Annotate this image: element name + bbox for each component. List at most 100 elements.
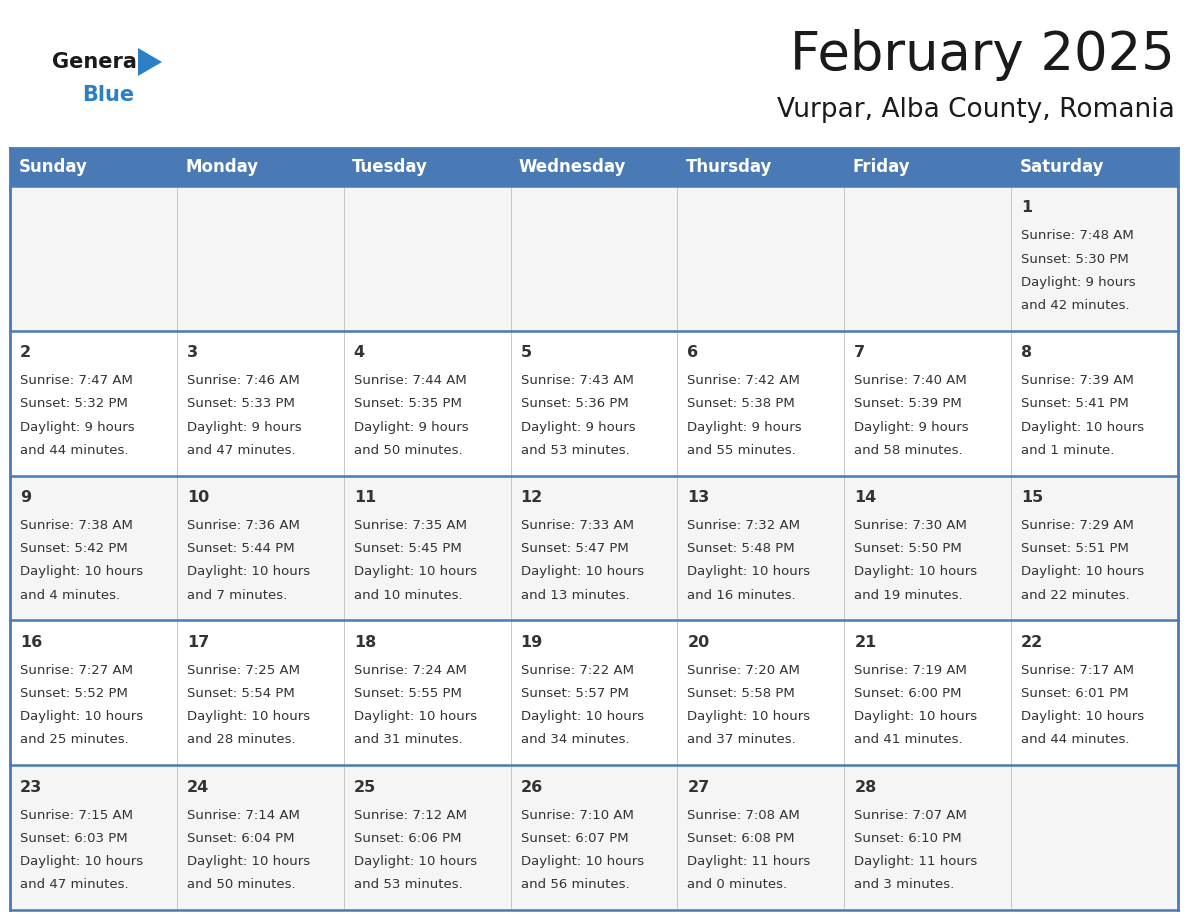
Text: and 44 minutes.: and 44 minutes.: [20, 443, 128, 457]
Text: 21: 21: [854, 635, 877, 650]
Text: and 3 minutes.: and 3 minutes.: [854, 879, 954, 891]
Text: Sunset: 6:08 PM: Sunset: 6:08 PM: [688, 832, 795, 845]
Text: Sunrise: 7:36 AM: Sunrise: 7:36 AM: [187, 519, 299, 532]
Text: Friday: Friday: [853, 158, 910, 176]
Text: Daylight: 10 hours: Daylight: 10 hours: [1022, 565, 1144, 578]
Text: Daylight: 10 hours: Daylight: 10 hours: [1022, 420, 1144, 433]
Text: Daylight: 10 hours: Daylight: 10 hours: [187, 855, 310, 868]
Bar: [177, 330, 343, 476]
Text: 9: 9: [20, 490, 31, 505]
Text: Sunrise: 7:15 AM: Sunrise: 7:15 AM: [20, 809, 133, 822]
Text: and 28 minutes.: and 28 minutes.: [187, 733, 296, 746]
Bar: [845, 766, 1011, 910]
Text: Sunrise: 7:39 AM: Sunrise: 7:39 AM: [1022, 375, 1135, 387]
Text: and 37 minutes.: and 37 minutes.: [688, 733, 796, 746]
Text: General: General: [52, 52, 144, 72]
Text: and 41 minutes.: and 41 minutes.: [854, 733, 963, 746]
Text: Sunrise: 7:07 AM: Sunrise: 7:07 AM: [854, 809, 967, 822]
Bar: [177, 186, 343, 330]
Bar: [511, 621, 677, 766]
Bar: [845, 186, 1011, 330]
Text: and 31 minutes.: and 31 minutes.: [354, 733, 462, 746]
Text: Sunset: 5:55 PM: Sunset: 5:55 PM: [354, 687, 462, 700]
Text: Daylight: 10 hours: Daylight: 10 hours: [187, 565, 310, 578]
Bar: [1011, 766, 1178, 910]
Text: 20: 20: [688, 635, 709, 650]
Text: Sunrise: 7:46 AM: Sunrise: 7:46 AM: [187, 375, 299, 387]
Text: and 4 minutes.: and 4 minutes.: [20, 588, 120, 601]
Bar: [511, 476, 677, 621]
Text: and 34 minutes.: and 34 minutes.: [520, 733, 630, 746]
Text: Daylight: 9 hours: Daylight: 9 hours: [520, 420, 636, 433]
Bar: [677, 766, 845, 910]
Text: 15: 15: [1022, 490, 1043, 505]
Text: Sunset: 5:30 PM: Sunset: 5:30 PM: [1022, 252, 1129, 265]
Text: Daylight: 9 hours: Daylight: 9 hours: [354, 420, 468, 433]
Text: Sunset: 5:38 PM: Sunset: 5:38 PM: [688, 397, 795, 410]
Text: and 22 minutes.: and 22 minutes.: [1022, 588, 1130, 601]
Text: Sunset: 5:36 PM: Sunset: 5:36 PM: [520, 397, 628, 410]
Text: Sunrise: 7:42 AM: Sunrise: 7:42 AM: [688, 375, 801, 387]
Text: Daylight: 10 hours: Daylight: 10 hours: [354, 565, 476, 578]
Text: Sunrise: 7:14 AM: Sunrise: 7:14 AM: [187, 809, 299, 822]
Bar: [511, 330, 677, 476]
Text: Sunset: 5:57 PM: Sunset: 5:57 PM: [520, 687, 628, 700]
Text: Wednesday: Wednesday: [519, 158, 626, 176]
Text: 23: 23: [20, 779, 43, 795]
Text: Sunrise: 7:32 AM: Sunrise: 7:32 AM: [688, 519, 801, 532]
Text: Sunset: 5:39 PM: Sunset: 5:39 PM: [854, 397, 962, 410]
Text: 12: 12: [520, 490, 543, 505]
Text: Monday: Monday: [185, 158, 258, 176]
Text: Tuesday: Tuesday: [352, 158, 428, 176]
Text: and 56 minutes.: and 56 minutes.: [520, 879, 630, 891]
Text: 8: 8: [1022, 345, 1032, 360]
Text: Sunrise: 7:30 AM: Sunrise: 7:30 AM: [854, 519, 967, 532]
Text: Sunset: 6:03 PM: Sunset: 6:03 PM: [20, 832, 127, 845]
Text: Daylight: 9 hours: Daylight: 9 hours: [20, 420, 134, 433]
Text: Sunset: 6:01 PM: Sunset: 6:01 PM: [1022, 687, 1129, 700]
Text: Sunrise: 7:40 AM: Sunrise: 7:40 AM: [854, 375, 967, 387]
Text: Daylight: 10 hours: Daylight: 10 hours: [20, 565, 143, 578]
Bar: [1011, 330, 1178, 476]
Text: February 2025: February 2025: [790, 29, 1175, 81]
Text: Sunrise: 7:38 AM: Sunrise: 7:38 AM: [20, 519, 133, 532]
Text: 27: 27: [688, 779, 709, 795]
Text: and 0 minutes.: and 0 minutes.: [688, 879, 788, 891]
Text: Sunrise: 7:33 AM: Sunrise: 7:33 AM: [520, 519, 633, 532]
Text: Daylight: 9 hours: Daylight: 9 hours: [854, 420, 969, 433]
Text: Sunset: 5:35 PM: Sunset: 5:35 PM: [354, 397, 462, 410]
Text: Blue: Blue: [82, 85, 134, 105]
Bar: [10, 148, 1178, 186]
Text: Sunrise: 7:12 AM: Sunrise: 7:12 AM: [354, 809, 467, 822]
Text: Daylight: 10 hours: Daylight: 10 hours: [354, 711, 476, 723]
Bar: [343, 476, 511, 621]
Text: 24: 24: [187, 779, 209, 795]
Text: Daylight: 11 hours: Daylight: 11 hours: [688, 855, 810, 868]
Text: Sunset: 6:04 PM: Sunset: 6:04 PM: [187, 832, 295, 845]
Bar: [845, 330, 1011, 476]
Text: 26: 26: [520, 779, 543, 795]
Text: Sunrise: 7:47 AM: Sunrise: 7:47 AM: [20, 375, 133, 387]
Text: and 10 minutes.: and 10 minutes.: [354, 588, 462, 601]
Text: and 13 minutes.: and 13 minutes.: [520, 588, 630, 601]
Polygon shape: [138, 48, 162, 76]
Text: 10: 10: [187, 490, 209, 505]
Text: Daylight: 10 hours: Daylight: 10 hours: [187, 711, 310, 723]
Text: Daylight: 10 hours: Daylight: 10 hours: [854, 565, 978, 578]
Text: Sunrise: 7:24 AM: Sunrise: 7:24 AM: [354, 664, 467, 677]
Text: 4: 4: [354, 345, 365, 360]
Text: Sunset: 5:44 PM: Sunset: 5:44 PM: [187, 543, 295, 555]
Text: Sunset: 5:48 PM: Sunset: 5:48 PM: [688, 543, 795, 555]
Text: Daylight: 10 hours: Daylight: 10 hours: [20, 855, 143, 868]
Text: Vurpar, Alba County, Romania: Vurpar, Alba County, Romania: [777, 97, 1175, 123]
Text: Sunrise: 7:35 AM: Sunrise: 7:35 AM: [354, 519, 467, 532]
Text: Sunrise: 7:19 AM: Sunrise: 7:19 AM: [854, 664, 967, 677]
Text: Thursday: Thursday: [685, 158, 772, 176]
Text: Daylight: 10 hours: Daylight: 10 hours: [20, 711, 143, 723]
Bar: [343, 766, 511, 910]
Text: Sunset: 5:41 PM: Sunset: 5:41 PM: [1022, 397, 1129, 410]
Text: Sunset: 5:58 PM: Sunset: 5:58 PM: [688, 687, 795, 700]
Text: and 47 minutes.: and 47 minutes.: [20, 879, 128, 891]
Text: Sunset: 5:54 PM: Sunset: 5:54 PM: [187, 687, 295, 700]
Bar: [845, 621, 1011, 766]
